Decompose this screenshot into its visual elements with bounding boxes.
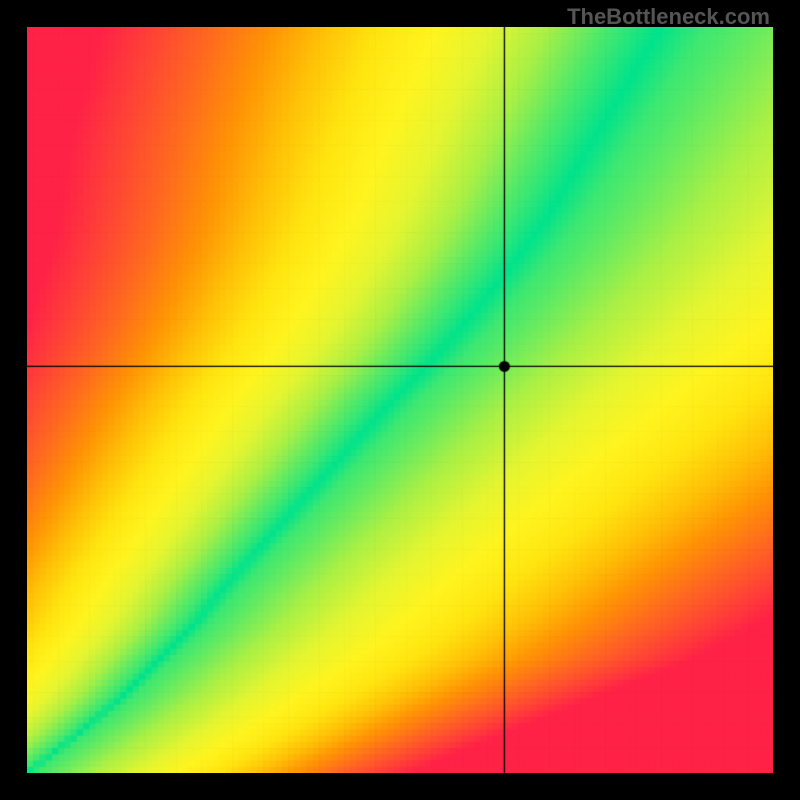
watermark-text: TheBottleneck.com xyxy=(567,4,770,30)
bottleneck-heatmap xyxy=(27,27,773,773)
chart-container: TheBottleneck.com xyxy=(0,0,800,800)
